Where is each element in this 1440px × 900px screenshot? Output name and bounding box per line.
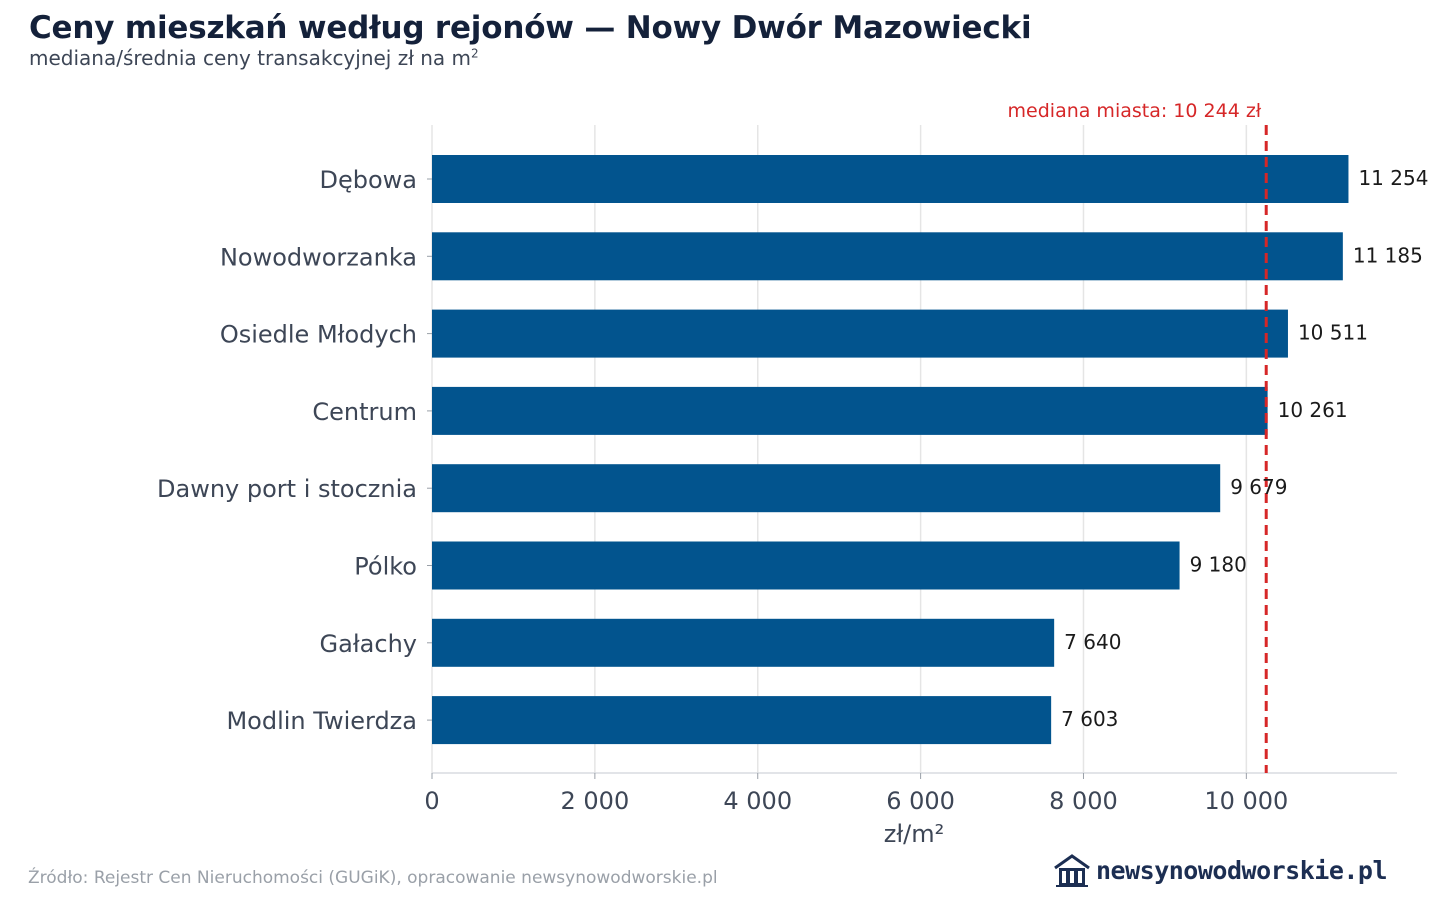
bar xyxy=(432,541,1180,590)
value-label: 9 180 xyxy=(1190,553,1247,577)
value-label: 11 185 xyxy=(1353,243,1423,267)
bar xyxy=(432,386,1268,435)
bar xyxy=(432,696,1052,745)
chart-subtitle: mediana/średnia ceny transakcyjnej zł na… xyxy=(29,46,479,70)
category-label: Centrum xyxy=(312,398,417,426)
x-tick-label: 2 000 xyxy=(561,787,630,815)
category-label: Dębowa xyxy=(320,166,418,194)
x-axis: 0 2 000 4 000 6 000 8 000 10 000 zł/m² xyxy=(424,178,1397,848)
category-label: Dawny port i stocznia xyxy=(157,475,417,503)
category-label: Nowodworzanka xyxy=(220,243,417,271)
source-note: Źródło: Rejestr Cen Nieruchomości (GUGiK… xyxy=(28,868,718,888)
x-tick-label: 10 000 xyxy=(1204,787,1288,815)
value-label: 7 640 xyxy=(1064,630,1121,654)
chart-title: Ceny mieszkań według rejonów — Nowy Dwór… xyxy=(29,10,1032,46)
bar xyxy=(432,464,1221,513)
median-reference-label: mediana miasta: 10 244 zł xyxy=(1008,100,1262,122)
bars xyxy=(432,155,1349,745)
bar xyxy=(432,232,1343,281)
subtitle-superscript: 2 xyxy=(471,46,479,61)
labels: Dębowa 11 254 Nowodworzanka 11 185 Osiedle M… xyxy=(157,166,1428,735)
value-label: 7 603 xyxy=(1061,707,1118,731)
x-tick-label: 8 000 xyxy=(1049,787,1118,815)
value-label: 9 679 xyxy=(1230,475,1287,499)
value-label: 10 261 xyxy=(1278,398,1348,422)
x-tick-label: 4 000 xyxy=(723,787,792,815)
logo-text: newsynowodworskie.pl xyxy=(1096,855,1388,885)
bar xyxy=(432,309,1288,358)
x-axis-title: zł/m² xyxy=(884,820,945,848)
site-logo[interactable]: newsynowodworskie.pl xyxy=(1052,852,1388,888)
x-tick-label: 6 000 xyxy=(886,787,955,815)
category-label: Gałachy xyxy=(320,630,417,658)
reference-line-group: mediana miasta: 10 244 zł xyxy=(1008,100,1268,773)
value-label: 11 254 xyxy=(1358,166,1428,190)
house-icon xyxy=(1054,854,1090,887)
value-label: 10 511 xyxy=(1298,321,1368,345)
subtitle-text: mediana/średnia ceny transakcyjnej zł na… xyxy=(29,46,472,70)
bar xyxy=(432,618,1055,667)
category-label: Modlin Twierdza xyxy=(226,707,417,735)
category-label: Pólko xyxy=(354,553,417,581)
grid-lines xyxy=(431,125,1248,773)
x-tick-label: 0 xyxy=(424,787,439,815)
category-label: Osiedle Młodych xyxy=(220,321,417,349)
bar xyxy=(432,155,1349,203)
